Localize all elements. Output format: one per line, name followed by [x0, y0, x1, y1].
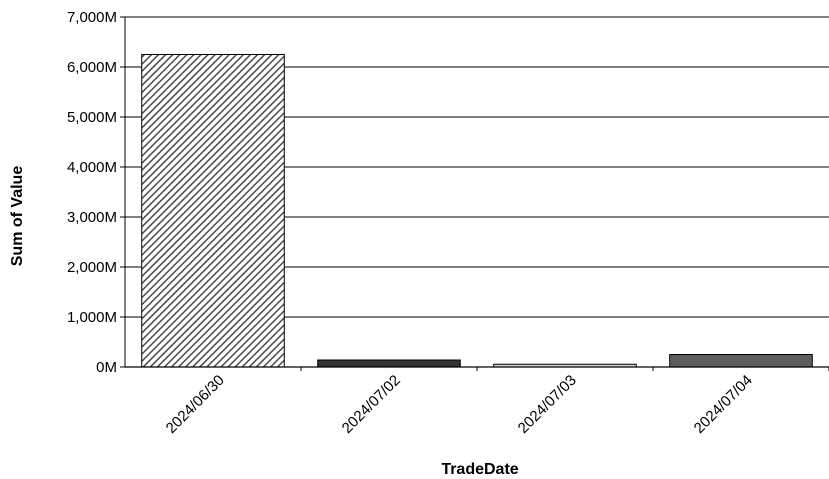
x-tick-labels: 2024/06/30 2024/07/02 2024/07/03 2024/07/04: [163, 372, 756, 437]
y-axis-title: Sum of Value: [9, 166, 26, 267]
y-tick-label: 1,000M: [67, 309, 117, 326]
x-tick-label: 2024/07/04: [691, 372, 756, 437]
bar: [317, 359, 461, 368]
y-tick-labels: 0M 1,000M 2,000M 3,000M 4,000M 5,000M 6,000M 7,…: [67, 9, 117, 376]
x-axis-title: TradeDate: [441, 461, 518, 478]
x-tick-label: 2024/06/30: [163, 372, 228, 437]
y-tick-label: 7,000M: [67, 9, 117, 26]
bars: [141, 54, 813, 368]
bar: [141, 54, 285, 368]
axes: [124, 17, 829, 368]
x-tick-label: 2024/07/02: [339, 372, 404, 437]
bar: [669, 354, 813, 368]
y-tick-label: 6,000M: [67, 59, 117, 76]
y-tick-label: 4,000M: [67, 159, 117, 176]
y-tick-label: 0M: [96, 359, 117, 376]
y-tick-label: 5,000M: [67, 109, 117, 126]
y-tick-label: 2,000M: [67, 259, 117, 276]
y-tick-label: 3,000M: [67, 209, 117, 226]
x-tick-label: 2024/07/03: [515, 372, 580, 437]
